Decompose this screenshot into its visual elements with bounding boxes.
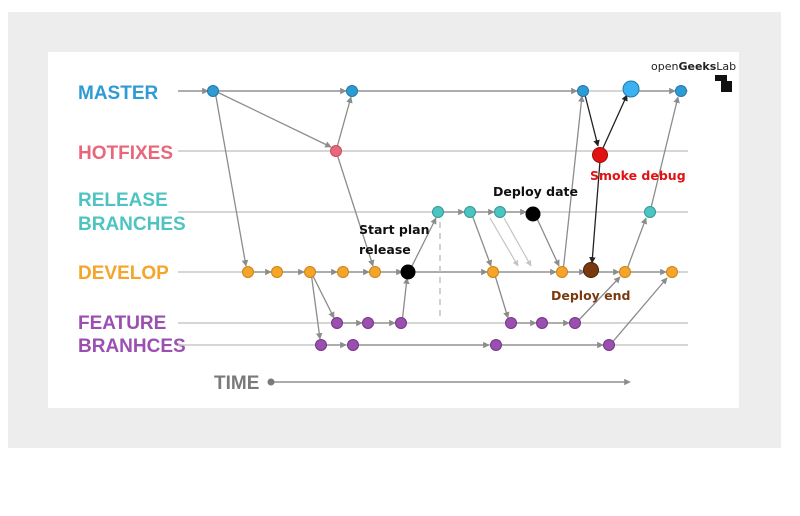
dark-arrow	[584, 94, 600, 147]
flow-arrow	[214, 90, 249, 267]
commit-node-release	[432, 206, 444, 218]
faded-arrow	[489, 217, 519, 267]
diagram-card	[48, 52, 739, 408]
faded-arrow	[503, 217, 532, 267]
flow-arrow	[609, 277, 668, 346]
flow-arrow	[401, 277, 410, 324]
flow-arrow	[493, 271, 510, 319]
lane-label-feature-1: FEATURE	[78, 313, 166, 334]
commit-node-feature	[347, 339, 359, 351]
annotation-smoke-debug: Smoke debug	[590, 168, 686, 183]
lane-label-feature-2: BRANHCES	[78, 336, 186, 357]
commit-node-develop	[271, 266, 283, 278]
feature-commits	[315, 317, 615, 351]
flow-arrow	[470, 211, 493, 267]
flow-arrow	[408, 217, 437, 273]
commit-node-feature	[569, 317, 581, 329]
brand-text-prefix: open	[651, 60, 678, 73]
flow-arrow	[625, 217, 648, 273]
master-commits	[207, 85, 687, 97]
commit-node-feature	[315, 339, 327, 351]
flow-arrows	[178, 87, 680, 349]
commit-node-develop	[337, 266, 349, 278]
annotation-deploy-date: Deploy date	[493, 184, 578, 199]
dark-arrow	[602, 94, 628, 149]
dark-arrow	[589, 160, 601, 264]
commit-node-develop	[304, 266, 316, 278]
brand-text: openGeeksLab	[651, 60, 736, 73]
flow-arrow	[533, 211, 560, 267]
commit-node-feature	[603, 339, 615, 351]
commit-node-feature	[490, 339, 502, 351]
lane-label-develop: DEVELOP	[78, 263, 169, 284]
deploy-date-node	[525, 206, 541, 222]
commit-node-release	[644, 206, 656, 218]
commit-node-feature	[331, 317, 343, 329]
release-commits	[432, 206, 656, 218]
commit-node-master	[346, 85, 358, 97]
flow-arrow	[310, 271, 335, 319]
annotation-start-plan-line2: release	[359, 242, 411, 257]
flow-arrow	[310, 271, 323, 340]
dark-arrows	[584, 94, 628, 264]
commit-node-hotfix	[330, 145, 342, 157]
faded-arrows	[489, 217, 532, 267]
brand-logo: openGeeksLab	[651, 60, 736, 92]
commit-node-master	[207, 85, 219, 97]
commit-node-develop	[242, 266, 254, 278]
commit-node-feature	[505, 317, 517, 329]
flow-arrow	[335, 150, 375, 267]
commit-node-master	[675, 85, 687, 97]
annotation-deploy-end: Deploy end	[551, 288, 631, 303]
start-plan-release-node	[400, 264, 416, 280]
commit-node-feature	[536, 317, 548, 329]
time-label: TIME	[214, 373, 259, 394]
lane-label-release-1: RELEASE	[78, 190, 168, 211]
commit-node-develop	[666, 266, 678, 278]
brand-mark-icon	[715, 75, 732, 92]
annotation-start-plan-line1: Start plan	[359, 222, 429, 237]
commit-node-master-large	[622, 80, 640, 98]
lane-label-release-2: BRANCHES	[78, 214, 186, 235]
commit-node-develop	[369, 266, 381, 278]
flow-arrow	[575, 276, 621, 324]
flow-arrow	[335, 96, 353, 152]
time-axis-start-dot	[267, 378, 275, 386]
develop-commits	[242, 266, 678, 278]
flow-arrow	[562, 95, 585, 273]
smoke-debug-node	[592, 147, 608, 163]
commit-node-master	[577, 85, 589, 97]
deploy-end-node	[583, 262, 599, 278]
lane-label-master: MASTER	[78, 83, 159, 104]
commit-node-develop	[487, 266, 499, 278]
brand-text-bold: Geeks	[678, 60, 716, 73]
flow-arrow	[214, 90, 332, 148]
commit-node-release	[494, 206, 506, 218]
commit-node-feature	[362, 317, 374, 329]
flow-arrow	[649, 96, 680, 213]
lane-label-hotfixes: HOTFIXES	[78, 143, 173, 164]
brand-text-suffix: Lab	[716, 60, 736, 73]
commit-node-develop	[556, 266, 568, 278]
commit-node-release	[464, 206, 476, 218]
commit-node-develop	[619, 266, 631, 278]
commit-node-feature	[395, 317, 407, 329]
